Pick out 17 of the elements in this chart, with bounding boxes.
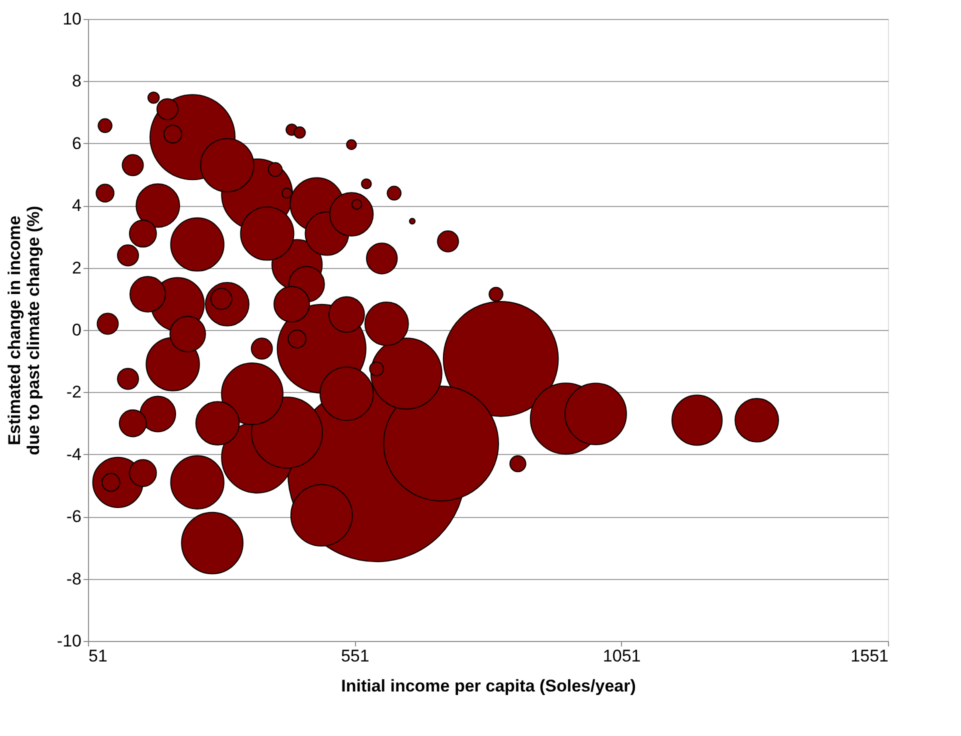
y-tick-label: -4	[66, 444, 82, 464]
x-axis-title: Initial income per capita (Soles/year)	[341, 676, 636, 696]
y-tick-label: -2	[66, 382, 82, 402]
y-tick-label: 6	[72, 134, 82, 153]
x-tick-label: 51	[88, 646, 108, 666]
y-tick-label: 8	[72, 72, 82, 91]
y-tick-label: 0	[72, 320, 82, 340]
y-tick-label: 10	[62, 10, 82, 28]
x-tick-label: 1051	[602, 646, 641, 666]
y-tick-label: -8	[66, 569, 82, 588]
y-tick-label: 4	[72, 196, 82, 216]
y-tick-label: -6	[66, 507, 82, 526]
y-tick-label: 2	[72, 258, 82, 278]
y-axis-title: Estimated change in income due to past climate change (%)	[4, 206, 43, 456]
x-tick-label: 551	[340, 646, 370, 666]
y-tick-label: -10	[56, 632, 82, 650]
x-tick-label: 1551	[850, 646, 888, 666]
